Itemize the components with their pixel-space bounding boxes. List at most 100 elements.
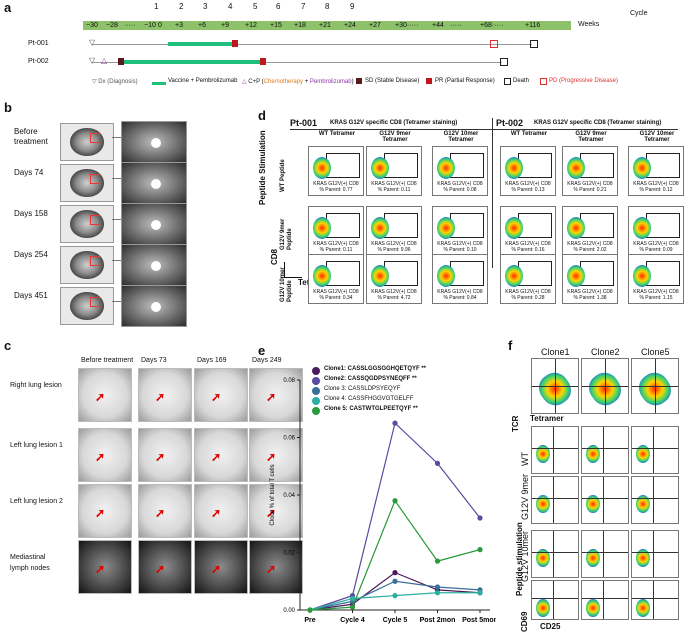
f-group-label: Peptide stimulation xyxy=(515,522,524,596)
week-number: +24 xyxy=(344,22,356,29)
clone-line-chart: 0.00 0.02 0.04 0.06 0.08 Pre Cycle 4 Cycle 5 Pos… xyxy=(270,378,496,624)
red-arrow-icon: ➚ xyxy=(155,506,166,520)
gate-stat: KRAS G12V(+) CD8% Parent: 9.96 xyxy=(371,241,417,253)
ct-scan-thumb xyxy=(60,246,114,284)
d-divider xyxy=(492,118,493,268)
red-arrow-icon: ➚ xyxy=(211,506,222,520)
f-clone-label: Clone5 xyxy=(641,347,670,357)
roi-box xyxy=(90,256,100,266)
legend-entry: Clone 5: CASTWTGLPEETQYF ** xyxy=(324,406,418,412)
dx-icon-2: ▽ xyxy=(89,56,96,65)
legend-marker xyxy=(312,387,320,395)
data-point xyxy=(392,498,398,504)
week-number: −10 xyxy=(144,22,156,29)
cd69-cd25-plot xyxy=(631,580,679,620)
x-tick-label: Post 2mon xyxy=(420,617,456,624)
ct-lung-image xyxy=(249,428,303,482)
cycle-number: 1 xyxy=(154,2,159,11)
red-arrow-icon: ➚ xyxy=(155,390,166,404)
f-tcr-label: TCR xyxy=(511,415,520,432)
f-y-axis: CD69 xyxy=(520,611,529,632)
data-point xyxy=(477,515,483,521)
cd69-cd25-plot xyxy=(531,580,579,620)
red-arrow-icon: ➚ xyxy=(266,562,277,576)
death-legend-swatch xyxy=(504,78,511,85)
c-col-label: Days 249 xyxy=(252,357,282,364)
panel-d-label: d xyxy=(258,108,266,123)
ct-lung-image xyxy=(194,368,248,422)
legend-vaccine: Vaccine + Pembrolizumab xyxy=(168,78,238,84)
flow-plot: KRAS G12V(+) CD8% Parent: 0.28 xyxy=(500,254,556,304)
roi-box xyxy=(90,133,100,143)
cycle-number: 4 xyxy=(228,2,233,11)
week-number: +3 xyxy=(175,22,183,29)
dx-legend-icon: ▽ xyxy=(92,79,99,85)
d-row-label: G12V 10mer Peptide xyxy=(280,267,293,302)
weeks-bar xyxy=(83,21,571,30)
d-col-label: G12V 10mer Tetramer xyxy=(443,131,479,143)
cycle-number: 5 xyxy=(253,2,258,11)
cd69-cd25-plot xyxy=(631,476,679,524)
pt2-pr-marker xyxy=(260,58,266,65)
ct-scan-zoom xyxy=(121,285,187,327)
zoom-connector xyxy=(112,219,121,220)
tcr-tetramer-plot xyxy=(531,358,579,414)
cd69-cd25-plot xyxy=(531,476,579,524)
ct-lung-image xyxy=(78,540,132,594)
x-tick-label: Cycle 4 xyxy=(340,617,365,624)
roi-box xyxy=(90,297,100,307)
b-row-label: Days 158 xyxy=(14,209,48,218)
gate-stat: KRAS G12V(+) CD8% Parent: 0.11 xyxy=(371,181,417,193)
flow-plot: KRAS G12V(+) CD8% Parent: 1.15 xyxy=(628,254,684,304)
flow-plot: KRAS G12V(+) CD8% Parent: 0.09 xyxy=(628,206,684,256)
gate-stat: KRAS G12V(+) CD8% Parent: 0.11 xyxy=(313,241,359,253)
zoom-connector xyxy=(112,137,121,138)
week-number: +30····· xyxy=(395,22,419,29)
flow-plot: KRAS G12V(+) CD8% Parent: 1.38 xyxy=(562,254,618,304)
ct-scan-zoom xyxy=(121,203,187,245)
c-col-label: Days 73 xyxy=(141,357,167,364)
d-col-label: G12V 9mer Tetramer xyxy=(379,131,411,143)
legend-marker xyxy=(312,407,320,415)
week-numbers: −30 −28 ····· −10 0 +3 +6 +9 +12 +15 +18 +21 +24 +27 +… xyxy=(0,21,685,31)
red-arrow-icon: ➚ xyxy=(95,562,106,576)
flow-plot: KRAS G12V(+) CD8% Parent: 0.16 xyxy=(500,206,556,256)
flow-plot: KRAS G12V(+) CD8% Parent: 0.12 xyxy=(628,146,684,196)
sd-legend-swatch xyxy=(356,78,362,84)
zoom-connector xyxy=(112,260,121,261)
data-point xyxy=(477,547,483,553)
red-arrow-icon: ➚ xyxy=(95,506,106,520)
cycle-number: 9 xyxy=(350,2,355,11)
week-number: 0 xyxy=(158,22,162,29)
red-arrow-icon: ➚ xyxy=(266,450,277,464)
legend-marker xyxy=(312,367,320,375)
ct-scan-thumb xyxy=(60,287,114,325)
week-number: +6 xyxy=(198,22,206,29)
week-number: +12 xyxy=(245,22,257,29)
week-number: +9 xyxy=(221,22,229,29)
red-arrow-icon: ➚ xyxy=(211,562,222,576)
roi-box xyxy=(90,174,100,184)
ct-scan-zoom xyxy=(121,162,187,204)
x-tick-label: Cycle 5 xyxy=(383,617,408,624)
legend-pr: PR (Partial Response) xyxy=(435,78,495,84)
cycle-number: 8 xyxy=(325,2,330,11)
data-point xyxy=(349,595,356,602)
x-tick-label: Post 5mon xyxy=(462,617,496,624)
ct-lung-image xyxy=(249,368,303,422)
patient-label-1: Pt-001 xyxy=(28,40,49,47)
flow-plot: KRAS G12V(+) CD8% Parent: 0.84 xyxy=(432,254,488,304)
ct-lung-image xyxy=(138,428,192,482)
flow-plot: KRAS G12V(+) CD8% Parent: 9.96 xyxy=(366,206,422,256)
ct-scan-thumb xyxy=(60,205,114,243)
data-point xyxy=(392,578,398,584)
b-row-label: Days 451 xyxy=(14,291,48,300)
d-title-pt1: Pt-001 xyxy=(290,118,318,128)
f-row-label: WT xyxy=(520,452,530,466)
tcr-tetramer-plot xyxy=(631,358,679,414)
cycle-number: 6 xyxy=(276,2,281,11)
pt1-pr-marker xyxy=(232,40,238,47)
c-row-label: Mediastinal lymph nodes xyxy=(10,554,50,572)
gate-stat: KRAS G12V(+) CD8% Parent: 0.16 xyxy=(505,241,551,253)
red-arrow-icon: ➚ xyxy=(266,390,277,404)
